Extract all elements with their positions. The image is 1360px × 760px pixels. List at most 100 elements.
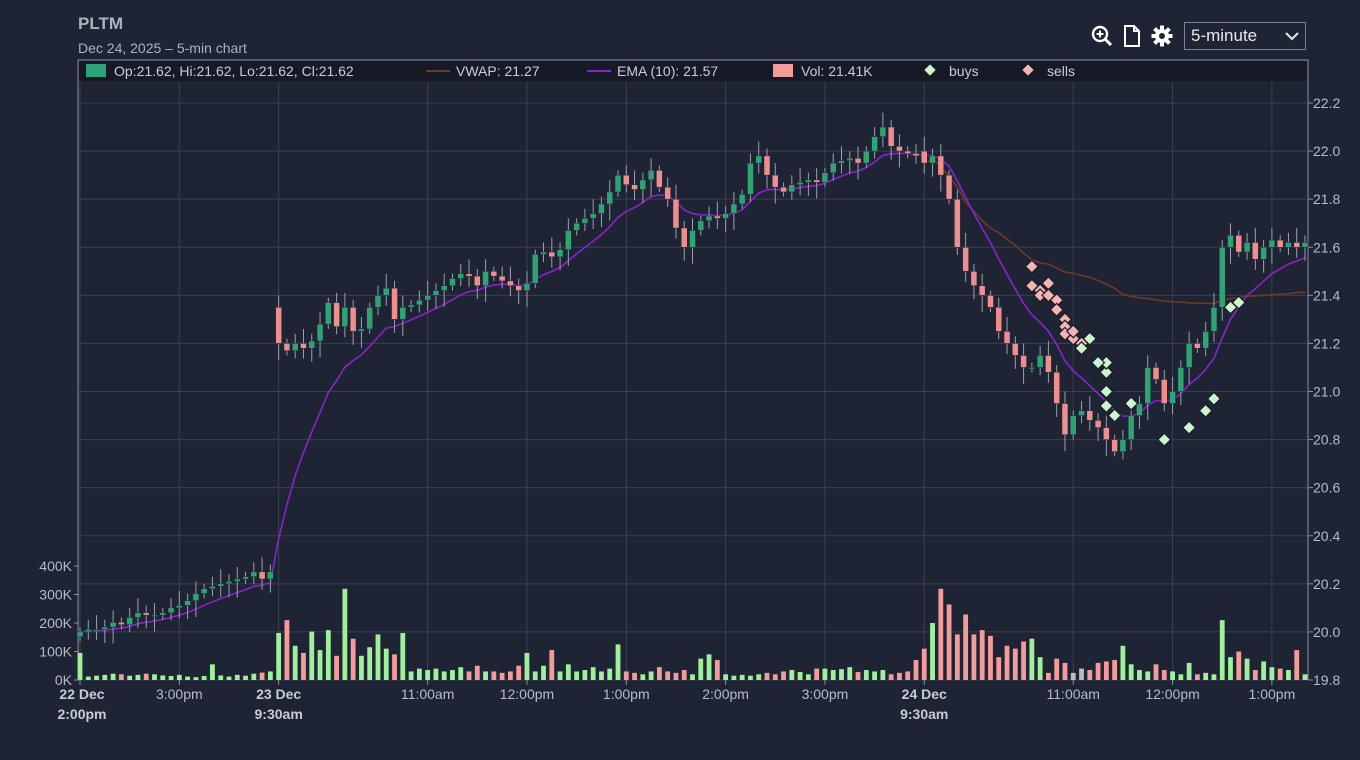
candle-body	[838, 160, 845, 164]
sell-marker	[1049, 292, 1064, 308]
document-icon[interactable]	[1120, 24, 1144, 48]
candle-body	[225, 581, 233, 585]
volume-bar	[524, 652, 530, 680]
candle-body	[498, 275, 506, 282]
volume-bar	[590, 667, 596, 680]
zoom-in-icon[interactable]	[1090, 24, 1114, 48]
volume-bar	[1211, 674, 1217, 680]
volume-bar	[499, 672, 505, 680]
legend-ohlc: Op:21.62, Hi:21.62, Lo:21.62, Cl:21.62	[86, 63, 354, 79]
volume-bar	[532, 671, 538, 680]
price-tick-label: 19.8	[1313, 672, 1340, 688]
legend-volume-swatch	[773, 64, 793, 77]
sell-marker	[1049, 302, 1064, 317]
candle-body	[772, 174, 779, 188]
volume-bar	[1128, 664, 1134, 680]
buy-marker	[1198, 403, 1213, 418]
volume-bar	[118, 674, 124, 680]
buy-marker	[1082, 331, 1098, 346]
volume-bar	[723, 674, 729, 680]
volume-bar	[474, 665, 480, 680]
interval-select[interactable]: 5-minute	[1184, 22, 1306, 50]
volume-bar	[714, 660, 720, 680]
price-tick-label: 20.4	[1313, 528, 1340, 544]
candle-body	[1119, 439, 1127, 452]
time-tick-label: 12:00pm	[1145, 686, 1199, 702]
volume-tick-label: 100K	[39, 644, 72, 660]
candle-body	[275, 307, 282, 344]
candle-body	[267, 571, 274, 580]
candle-body	[85, 629, 92, 633]
symbol-title: PLTM	[78, 14, 124, 33]
volume-bar	[690, 674, 695, 680]
volume-bar	[433, 668, 439, 680]
candle-body	[995, 307, 1002, 332]
candle-body	[863, 150, 870, 164]
volume-bar	[1062, 662, 1068, 680]
candle-body	[1177, 367, 1185, 392]
volume-bar	[1087, 670, 1093, 680]
price-tick-label: 21.6	[1313, 239, 1340, 255]
candle-body	[978, 285, 986, 296]
legend-vwap: VWAP: 21.27	[426, 63, 540, 79]
candle-body	[780, 186, 787, 193]
grid-lines	[78, 82, 1308, 681]
candle-body	[672, 198, 680, 229]
candle-body	[1061, 403, 1069, 436]
candle-body	[598, 203, 605, 214]
volume-tick-label: 0K	[55, 672, 73, 688]
price-tick-label: 20.6	[1313, 480, 1340, 496]
candle-body	[482, 271, 489, 286]
candle-body	[1194, 343, 1201, 349]
candle-body	[134, 612, 142, 618]
candle-body	[176, 605, 183, 609]
price-tick-label: 21.2	[1313, 335, 1340, 351]
candle-body	[1045, 355, 1052, 373]
volume-tick-label: 200K	[39, 615, 72, 631]
candle-body	[366, 307, 373, 330]
volume-bar	[1219, 620, 1225, 680]
candle-body	[1152, 367, 1160, 380]
time-tick-label: 11:00am	[1047, 686, 1100, 702]
candle-body	[242, 576, 249, 580]
legend-volume: Vol: 21.41K	[773, 63, 873, 79]
candle-body	[755, 155, 762, 164]
volume-bar	[549, 650, 555, 680]
gear-icon[interactable]	[1150, 24, 1174, 48]
candle-body	[846, 158, 854, 161]
price-tick-label: 20.0	[1313, 624, 1340, 640]
candle-body	[316, 323, 324, 342]
volume-bar	[251, 673, 257, 680]
candle-body	[796, 182, 804, 185]
volume-bar	[383, 648, 389, 680]
legend-vwap-text: VWAP: 21.27	[456, 63, 540, 79]
volume-bar	[665, 671, 671, 680]
candle-body	[1078, 410, 1085, 416]
buy-marker	[1206, 391, 1222, 406]
candle-body	[118, 622, 125, 625]
candle-body	[689, 230, 696, 248]
volume-bar	[938, 588, 944, 680]
volume-bar	[756, 674, 762, 680]
volume-bar	[342, 588, 348, 680]
legend-sells-text: sells	[1047, 63, 1075, 79]
volume-bar	[441, 671, 447, 680]
volume-bar	[1236, 651, 1242, 680]
candle-body	[970, 271, 978, 286]
volume-bar	[292, 645, 298, 680]
buy-marker	[1099, 365, 1114, 380]
candle-body	[656, 170, 663, 188]
candle-body	[341, 307, 349, 327]
volume-bar	[210, 664, 215, 680]
volume-bar	[1170, 671, 1175, 680]
volume-bar	[830, 670, 836, 680]
time-tick-label: 23 Dec	[256, 686, 301, 702]
legend-sells: sells	[1022, 63, 1075, 79]
candle-body	[1053, 372, 1060, 404]
volume-bar	[1153, 664, 1159, 680]
price-tick-label: 22.2	[1313, 95, 1340, 111]
volume-bar	[317, 650, 323, 680]
candle-body	[664, 186, 671, 200]
time-tick-label: 3:00pm	[802, 686, 849, 702]
